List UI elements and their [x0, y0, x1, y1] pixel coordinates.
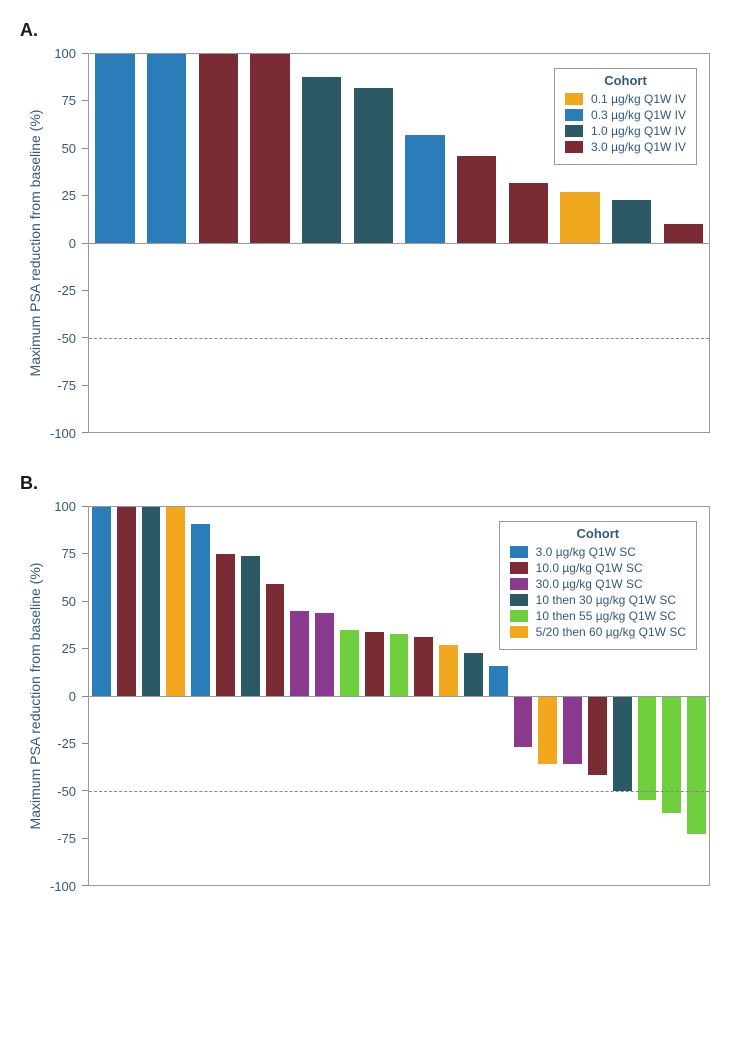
panel-b-yticks: 1007550250-25-50-75-100 — [50, 506, 82, 886]
panel-a: A. Maximum PSA reduction from baseline (… — [20, 20, 710, 433]
legend-row: 0.3 µg/kg Q1W IV — [565, 108, 686, 122]
legend-label: 30.0 µg/kg Q1W SC — [536, 577, 643, 591]
panel-a-ref-line — [89, 338, 709, 339]
bar — [638, 696, 657, 800]
bar — [613, 696, 632, 791]
panel-b-ref-line — [89, 791, 709, 792]
bar — [216, 554, 235, 696]
bar — [664, 224, 703, 243]
legend-swatch — [565, 125, 583, 137]
bar — [354, 88, 393, 243]
legend-row: 3.0 µg/kg Q1W IV — [565, 140, 686, 154]
bar — [390, 634, 409, 696]
bar — [199, 54, 238, 243]
bar — [266, 584, 285, 696]
bar — [315, 613, 334, 696]
panel-a-ylabel: Maximum PSA reduction from baseline (%) — [27, 110, 43, 377]
legend-swatch — [565, 109, 583, 121]
panel-b-ylabel: Maximum PSA reduction from baseline (%) — [27, 563, 43, 830]
legend-label: 1.0 µg/kg Q1W IV — [591, 124, 686, 138]
bar — [142, 507, 161, 696]
bar — [509, 183, 548, 243]
bar — [92, 507, 111, 696]
panel-b-zero-line — [89, 696, 709, 697]
legend-swatch — [510, 626, 528, 638]
legend-label: 10 then 30 µg/kg Q1W SC — [536, 593, 676, 607]
legend-swatch — [510, 594, 528, 606]
legend-title: Cohort — [510, 526, 686, 541]
bar — [290, 611, 309, 696]
legend-label: 10 then 55 µg/kg Q1W SC — [536, 609, 676, 623]
legend-title: Cohort — [565, 73, 686, 88]
bar — [191, 524, 210, 696]
panel-b: B. Maximum PSA reduction from baseline (… — [20, 473, 710, 886]
legend-swatch — [510, 546, 528, 558]
legend-label: 3.0 µg/kg Q1W IV — [591, 140, 686, 154]
legend-swatch — [565, 93, 583, 105]
legend-label: 0.3 µg/kg Q1W IV — [591, 108, 686, 122]
legend-swatch — [510, 562, 528, 574]
legend-row: 3.0 µg/kg Q1W SC — [510, 545, 686, 559]
legend-label: 10.0 µg/kg Q1W SC — [536, 561, 643, 575]
bar — [405, 135, 444, 243]
legend-row: 10 then 55 µg/kg Q1W SC — [510, 609, 686, 623]
legend-row: 10 then 30 µg/kg Q1W SC — [510, 593, 686, 607]
legend-row: 30.0 µg/kg Q1W SC — [510, 577, 686, 591]
panel-a-yticks: 1007550250-25-50-75-100 — [50, 53, 82, 433]
panel-a-label: A. — [20, 20, 710, 41]
bar — [612, 200, 651, 243]
bar — [560, 192, 599, 243]
legend-row: 5/20 then 60 µg/kg Q1W SC — [510, 625, 686, 639]
bar — [117, 507, 136, 696]
legend-swatch — [565, 141, 583, 153]
bar — [588, 696, 607, 775]
panel-b-label: B. — [20, 473, 710, 494]
legend-row: 1.0 µg/kg Q1W IV — [565, 124, 686, 138]
bar — [563, 696, 582, 764]
panel-b-plot: Cohort 3.0 µg/kg Q1W SC 10.0 µg/kg Q1W SC… — [88, 506, 710, 886]
legend-swatch — [510, 610, 528, 622]
bar — [166, 507, 185, 696]
panel-a-zero-line — [89, 243, 709, 244]
bar — [662, 696, 681, 813]
bar — [414, 637, 433, 696]
legend-row: 0.1 µg/kg Q1W IV — [565, 92, 686, 106]
bar — [489, 666, 508, 696]
panel-b-chart: Maximum PSA reduction from baseline (%) … — [20, 506, 710, 886]
panel-a-plot: Cohort 0.1 µg/kg Q1W IV 0.3 µg/kg Q1W IV 1… — [88, 53, 710, 433]
bar — [365, 632, 384, 696]
bar — [95, 54, 134, 243]
bar — [464, 653, 483, 696]
bar — [241, 556, 260, 696]
bar — [250, 54, 289, 243]
panel-a-legend: Cohort 0.1 µg/kg Q1W IV 0.3 µg/kg Q1W IV 1… — [554, 68, 697, 165]
bar — [687, 696, 706, 834]
bar — [514, 696, 533, 747]
panel-a-chart: Maximum PSA reduction from baseline (%) … — [20, 53, 710, 433]
panel-b-legend: Cohort 3.0 µg/kg Q1W SC 10.0 µg/kg Q1W SC… — [499, 521, 697, 650]
bar — [340, 630, 359, 696]
bar — [147, 54, 186, 243]
bar — [302, 77, 341, 243]
legend-label: 5/20 then 60 µg/kg Q1W SC — [536, 625, 686, 639]
bar — [439, 645, 458, 696]
legend-row: 10.0 µg/kg Q1W SC — [510, 561, 686, 575]
legend-label: 3.0 µg/kg Q1W SC — [536, 545, 636, 559]
bar — [538, 696, 557, 764]
bar — [457, 156, 496, 243]
legend-label: 0.1 µg/kg Q1W IV — [591, 92, 686, 106]
legend-swatch — [510, 578, 528, 590]
